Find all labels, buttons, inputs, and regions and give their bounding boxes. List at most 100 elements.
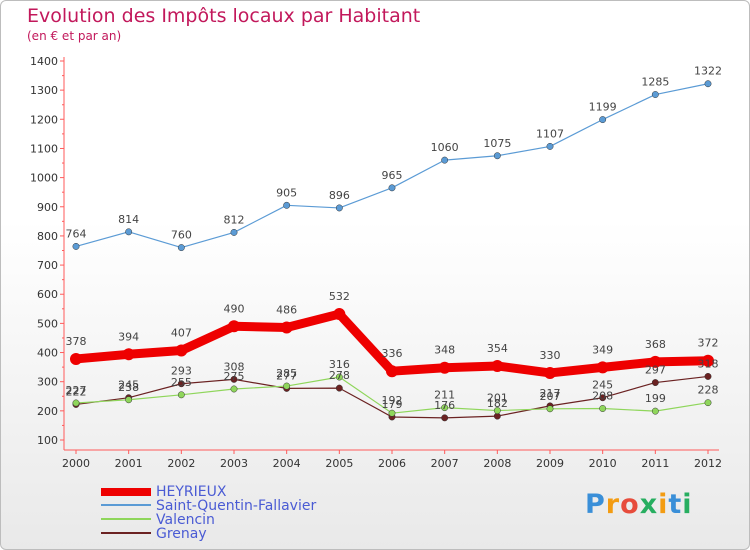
x-tick-label: 2010 [589, 457, 617, 470]
data-label: 207 [540, 390, 561, 403]
data-label: 277 [276, 369, 297, 382]
legend-item-grenay: Grenay [101, 526, 421, 542]
y-tick-label: 1200 [30, 113, 58, 126]
data-label: 532 [329, 290, 350, 303]
x-tick-label: 2001 [115, 457, 143, 470]
x-tick-label: 2003 [220, 457, 248, 470]
data-point [546, 405, 554, 413]
data-label: 368 [645, 338, 666, 351]
data-label: 297 [645, 364, 666, 377]
data-point [702, 354, 714, 367]
y-tick-label: 500 [37, 317, 58, 330]
data-label: 1285 [641, 76, 669, 89]
y-tick-label: 700 [37, 259, 58, 272]
legend-label: HEYRIEUX [156, 484, 227, 500]
data-point [177, 244, 185, 252]
data-point [704, 399, 712, 407]
y-tick-label: 1400 [30, 55, 58, 68]
data-label: 228 [698, 384, 719, 397]
data-label: 217 [540, 387, 561, 400]
data-point [283, 382, 291, 390]
legend-label: Saint-Quentin-Fallavier [156, 498, 317, 514]
y-tick-label: 600 [37, 288, 58, 301]
data-point [491, 359, 504, 372]
data-point [230, 228, 238, 236]
data-point [438, 361, 451, 374]
data-point [386, 365, 398, 378]
proxiti-logo: Proxiti [585, 489, 693, 520]
data-label: 764 [66, 227, 87, 240]
data-label: 349 [592, 343, 613, 356]
data-point [493, 407, 501, 415]
data-point [72, 242, 80, 250]
data-point [335, 204, 343, 212]
data-point [228, 320, 240, 333]
data-label: 378 [66, 335, 87, 348]
data-label: 336 [382, 347, 403, 360]
data-point [280, 321, 293, 334]
data-label: 348 [434, 344, 455, 357]
data-label: 394 [118, 330, 139, 343]
data-label: 1322 [694, 65, 722, 78]
data-point [125, 228, 133, 236]
data-label: 318 [698, 357, 719, 370]
data-point [599, 405, 607, 412]
data-label: 199 [645, 392, 666, 405]
data-label: 814 [118, 213, 139, 226]
y-tick-label: 200 [37, 405, 58, 418]
data-point [388, 184, 396, 192]
data-label: 316 [329, 358, 350, 371]
data-label: 275 [224, 370, 245, 383]
legend-item-saint-quentin-fallavier: Saint-Quentin-Fallavier [101, 498, 421, 514]
chart-subtitle: (en € et par an) [27, 29, 122, 43]
data-label: 201 [487, 392, 508, 405]
data-point [599, 394, 607, 402]
data-label: 211 [434, 389, 455, 402]
data-point [596, 361, 609, 374]
legend-label: Grenay [156, 526, 207, 542]
data-point [544, 366, 556, 379]
y-tick-label: 1100 [30, 142, 58, 155]
data-label: 330 [540, 349, 561, 362]
data-point [70, 352, 82, 365]
data-point [122, 348, 135, 361]
legend-swatch-grenay [101, 532, 151, 534]
data-point [651, 91, 659, 98]
x-tick-label: 2012 [694, 457, 722, 470]
x-tick-label: 2006 [378, 457, 406, 470]
y-tick-label: 100 [37, 434, 58, 447]
data-point [704, 80, 712, 88]
legend-label: Valencin [156, 512, 215, 528]
x-tick-label: 2002 [167, 457, 195, 470]
data-point [175, 344, 188, 357]
data-label: 1060 [431, 141, 459, 154]
data-label: 407 [171, 326, 192, 339]
data-point [599, 116, 607, 124]
data-label: 965 [382, 169, 403, 182]
data-point [651, 379, 659, 387]
data-point [333, 308, 346, 321]
data-point [177, 391, 185, 399]
data-label: 486 [276, 303, 297, 316]
x-tick-label: 2011 [641, 457, 669, 470]
chart-legend: HEYRIEUX Saint-Quentin-Fallavier Valenci… [101, 484, 421, 542]
data-point [125, 396, 133, 404]
data-label: 308 [224, 360, 245, 373]
data-label: 354 [487, 342, 508, 355]
data-label: 255 [171, 376, 192, 389]
data-label: 182 [487, 397, 508, 410]
data-label: 179 [382, 398, 403, 411]
data-label: 285 [276, 367, 297, 380]
data-point [335, 373, 343, 381]
data-label: 192 [382, 394, 403, 407]
data-point [651, 407, 659, 415]
data-label: 278 [329, 369, 350, 382]
y-tick-label: 1300 [30, 84, 58, 97]
data-label: 1199 [589, 101, 617, 114]
data-label: 176 [434, 399, 455, 412]
data-point [72, 399, 80, 407]
data-label: 245 [118, 379, 139, 392]
data-point [177, 380, 185, 388]
y-tick-label: 400 [37, 347, 58, 360]
